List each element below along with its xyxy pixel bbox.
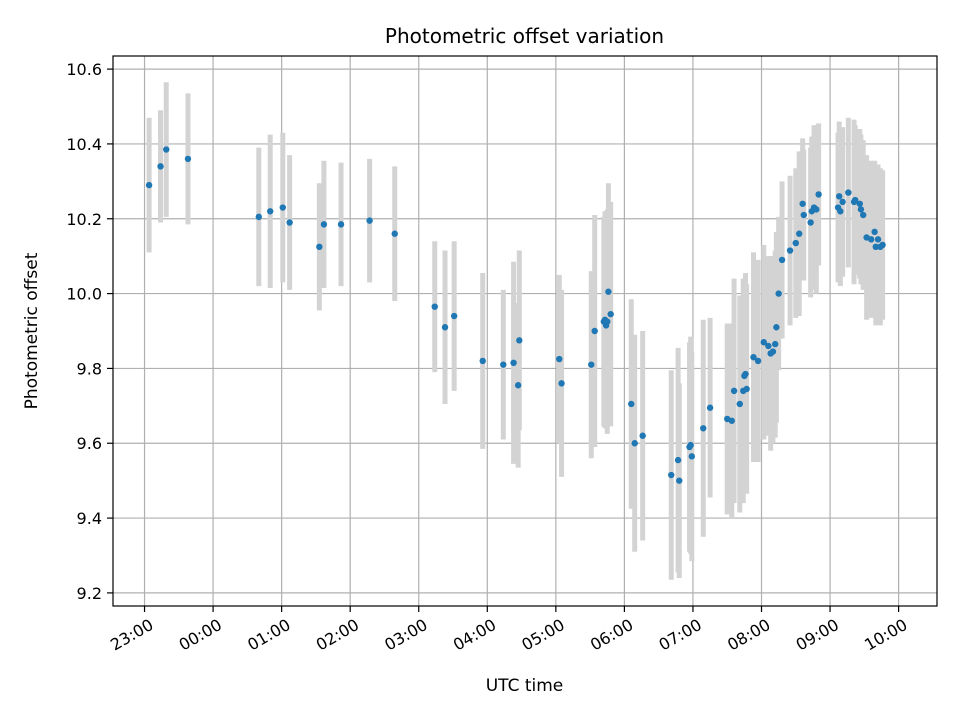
data-point xyxy=(835,193,843,200)
data-point xyxy=(184,155,192,163)
data-point xyxy=(700,425,707,432)
data-point xyxy=(366,217,373,224)
data-point xyxy=(872,243,879,251)
data-point xyxy=(556,355,563,363)
data-point xyxy=(631,440,638,447)
data-point xyxy=(286,219,293,226)
y-tick-label: 9.6 xyxy=(77,434,102,453)
y-tick-label: 10.2 xyxy=(66,210,102,229)
y-tick-label: 10.6 xyxy=(66,60,102,79)
data-point xyxy=(772,340,779,348)
data-point xyxy=(431,303,438,310)
data-point xyxy=(845,189,852,196)
data-point xyxy=(676,477,683,484)
data-point xyxy=(267,208,274,215)
data-point xyxy=(879,241,886,249)
data-point xyxy=(754,357,762,365)
data-point xyxy=(688,453,696,460)
data-point xyxy=(773,324,780,331)
data-point xyxy=(796,230,803,237)
data-point xyxy=(839,198,846,206)
data-point xyxy=(320,221,328,228)
data-point xyxy=(510,359,517,367)
data-point xyxy=(856,200,863,207)
data-point xyxy=(441,324,449,331)
data-point xyxy=(765,342,772,350)
data-points xyxy=(145,146,886,484)
data-point xyxy=(706,404,714,411)
data-point xyxy=(742,370,749,378)
plot-frame xyxy=(112,55,938,607)
data-point xyxy=(157,163,164,170)
data-point xyxy=(668,471,675,479)
data-point xyxy=(163,146,170,153)
data-point xyxy=(479,357,486,365)
data-point xyxy=(639,432,646,439)
data-point xyxy=(728,417,735,424)
data-point xyxy=(799,200,806,207)
data-point xyxy=(775,290,782,297)
data-point xyxy=(687,441,694,449)
data-point xyxy=(778,256,786,264)
data-point xyxy=(871,228,878,236)
y-tick-label: 10.4 xyxy=(66,135,102,154)
data-point xyxy=(813,206,820,213)
x-axis-label: UTC time xyxy=(486,676,564,696)
data-point xyxy=(760,339,767,346)
data-point xyxy=(391,230,398,237)
data-point xyxy=(743,385,750,393)
y-axis-label: Photometric offset xyxy=(22,252,42,409)
data-point xyxy=(605,288,612,295)
y-tick-label: 9.8 xyxy=(77,359,102,378)
data-point xyxy=(588,361,595,368)
y-tick-label: 10.0 xyxy=(66,285,102,304)
data-point xyxy=(279,204,286,211)
data-point xyxy=(837,208,844,215)
data-point xyxy=(604,318,611,325)
y-tick-label: 9.2 xyxy=(77,584,102,603)
y-tick-label: 9.4 xyxy=(77,509,102,528)
data-point xyxy=(815,191,822,198)
data-point xyxy=(769,348,777,355)
data-point xyxy=(730,387,738,395)
chart-title: Photometric offset variation xyxy=(385,24,664,48)
data-point xyxy=(607,310,614,318)
data-point xyxy=(450,312,458,320)
data-point xyxy=(255,213,262,221)
data-point xyxy=(514,382,522,389)
data-point xyxy=(851,196,859,204)
data-point xyxy=(591,327,598,335)
data-point xyxy=(674,456,682,464)
data-point xyxy=(558,380,565,387)
data-point xyxy=(807,219,814,226)
data-point xyxy=(792,239,799,247)
data-point xyxy=(145,181,153,189)
y-axis-ticks: 9.2 9.4 9.6 9.8 10.0 10.2 10.4 10.6 xyxy=(66,60,113,603)
data-point xyxy=(628,400,635,408)
data-point xyxy=(859,211,867,219)
data-point xyxy=(516,337,523,344)
data-point xyxy=(874,236,882,243)
data-point xyxy=(800,211,807,219)
data-point xyxy=(500,361,507,368)
data-point xyxy=(750,353,757,361)
data-point xyxy=(857,206,865,213)
data-point xyxy=(867,236,875,243)
data-point xyxy=(316,243,323,251)
data-point xyxy=(337,221,345,228)
data-point xyxy=(786,247,794,254)
data-point xyxy=(736,400,743,408)
